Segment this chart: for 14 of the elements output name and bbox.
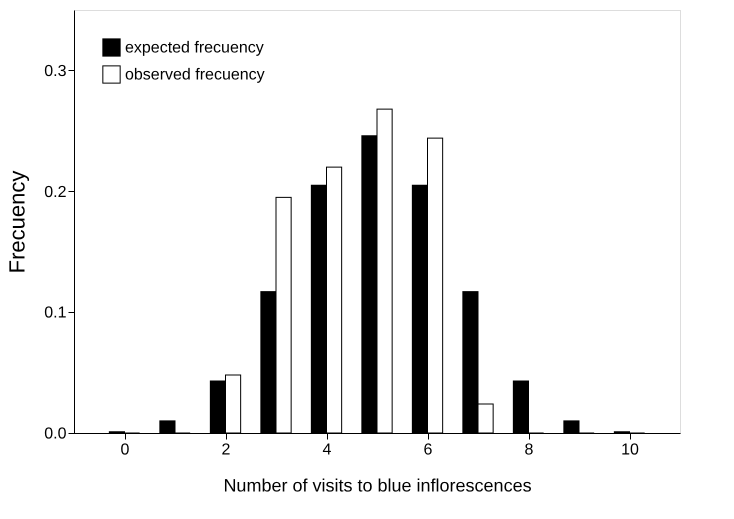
x-tick-label: 0 (120, 442, 130, 458)
y-tick-label: 0.0 (44, 426, 67, 442)
x-tick-label: 4 (322, 442, 332, 458)
legend-label: observed frecuency (125, 66, 265, 84)
x-axis-title: Number of visits to blue inflorescences (223, 476, 532, 496)
x-tick-label: 8 (524, 442, 534, 458)
y-axis-title: Frecuency (4, 170, 30, 274)
y-tick-label: 0.3 (44, 62, 67, 80)
legend-label: expected frecuency (125, 40, 264, 56)
x-tick-label: 10 (621, 442, 639, 458)
x-tick-label: 2 (222, 442, 231, 458)
y-tick-label: 0.2 (44, 184, 67, 201)
x-tick-label: 6 (424, 442, 433, 458)
y-tick-label: 0.1 (44, 304, 67, 322)
